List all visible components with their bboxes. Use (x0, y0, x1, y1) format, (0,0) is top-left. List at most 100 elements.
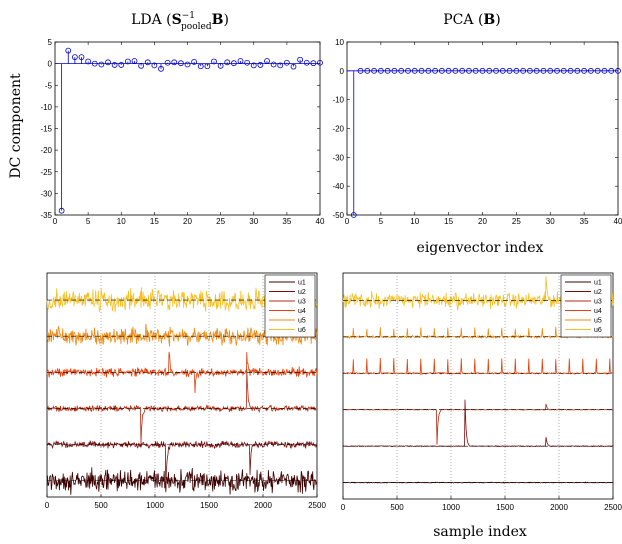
stem-marker (608, 67, 615, 74)
trace-u2 (46, 439, 318, 493)
y-tick-label: -35 (40, 211, 52, 220)
x-tick-label: 2000 (254, 501, 272, 510)
stem-marker (527, 67, 533, 74)
stem-marker (357, 67, 364, 74)
stem-marker (71, 54, 78, 61)
stem-marker (438, 67, 445, 74)
y-tick-label: -25 (40, 168, 52, 177)
stem-marker (78, 54, 85, 61)
stem-marker (594, 67, 601, 74)
panel-lda-stem: 0 5 10 15 20 25 30 35 40 -35 -30 -25 -20 -15 -10 -5 0 5 (40, 38, 325, 226)
stem-marker (560, 67, 567, 74)
stem-marker (211, 58, 217, 65)
stem-marker (364, 67, 371, 74)
stem-marker (184, 61, 191, 68)
x-tick-label: 40 (316, 217, 325, 226)
stem-marker (411, 67, 418, 74)
stem-marker (601, 67, 608, 74)
y-tick-label: -5 (45, 81, 53, 90)
x-tick-label: 0 (341, 503, 346, 512)
panel-lda-traces: 0 500 1000 1500 2000 2500 u1 u2 u3 u4 u5 u6 (45, 272, 326, 510)
x-tick-label: 500 (390, 503, 404, 512)
y-tick-label: 0 (340, 67, 345, 76)
stem-marker (384, 67, 391, 74)
xlabel-eigenvector-index: eigenvector index (417, 240, 544, 256)
stem-marker (58, 207, 65, 214)
stem-marker (371, 67, 378, 74)
stem-marker (283, 59, 290, 66)
y-tick-label: -15 (40, 125, 52, 134)
y-tick-label: 0 (48, 60, 53, 69)
trace-u1 (46, 467, 318, 495)
stem-marker (581, 67, 588, 74)
stem-marker (111, 62, 118, 68)
stem-marker (615, 67, 621, 74)
y-tick-label: -20 (40, 146, 52, 155)
x-tick-label: 20 (183, 217, 192, 226)
stem-marker (131, 58, 138, 64)
y-tick-label: -10 (40, 103, 52, 112)
stem-marker (567, 67, 574, 74)
stem-marker (224, 59, 231, 66)
x-tick-label: 10 (117, 217, 126, 226)
x-tick-label: 20 (478, 217, 487, 226)
stem-marker (91, 60, 98, 67)
stem-marker (499, 67, 506, 74)
stem-marker (540, 67, 547, 74)
stem-marker (250, 62, 257, 69)
x-tick-label: 1000 (442, 503, 460, 512)
x-tick-label: 15 (150, 217, 159, 226)
legend-label-u6: u6 (298, 327, 306, 334)
stem-marker (391, 67, 398, 74)
stem-marker (191, 58, 198, 65)
x-tick-label: 1500 (200, 501, 218, 510)
xlabel-sample-index: sample index (433, 524, 527, 540)
stem-marker (533, 67, 540, 74)
stem-marker (158, 65, 164, 72)
x-tick-label: 15 (444, 217, 453, 226)
x-tick-label: 30 (546, 217, 555, 226)
trace-u3 (46, 369, 318, 445)
stem-marker (317, 59, 323, 66)
y-tick-label: 10 (335, 38, 344, 47)
x-tick-label: 25 (512, 217, 521, 226)
legend-box (560, 274, 612, 338)
stem-marker (377, 67, 384, 74)
stem-marker (303, 59, 310, 66)
stem-marker (151, 62, 158, 69)
stem-marker (197, 63, 204, 70)
ylabel-dc-component: DC component (8, 73, 24, 179)
stem-marker (177, 60, 184, 67)
stem-marker (138, 62, 145, 69)
x-tick-label: 35 (282, 217, 291, 226)
x-tick-label: 5 (379, 217, 384, 226)
stem-marker (230, 60, 237, 67)
x-tick-label: 2000 (550, 503, 568, 512)
stem-marker (290, 63, 297, 70)
stem-marker (554, 67, 560, 74)
stem-marker (297, 56, 304, 63)
stem-marker (85, 58, 92, 65)
stem-marker (466, 67, 472, 74)
x-tick-label: 35 (580, 217, 589, 226)
title-lda: LDA (S−1 pooledB) (131, 11, 229, 32)
stem-marker (204, 63, 211, 70)
stem-marker (418, 67, 425, 74)
y-tick-label: -30 (40, 189, 52, 198)
stem-marker (171, 59, 178, 66)
y-tick-label: 5 (48, 38, 53, 47)
x-tick-label: 5 (86, 217, 91, 226)
legend-label-u1: u1 (594, 280, 602, 287)
stem-marker (217, 62, 224, 69)
x-tick-label: 1000 (146, 501, 164, 510)
stem-marker (432, 67, 438, 74)
x-tick-label: 2500 (308, 501, 326, 510)
x-tick-label: 2500 (604, 503, 622, 512)
stem-marker (472, 67, 479, 74)
legend-label-u3: u3 (594, 299, 602, 306)
legend-label-u4: u4 (594, 308, 602, 315)
y-tick-label: -20 (332, 125, 344, 134)
y-tick-label: -50 (332, 211, 344, 220)
x-tick-label: 1500 (496, 503, 514, 512)
